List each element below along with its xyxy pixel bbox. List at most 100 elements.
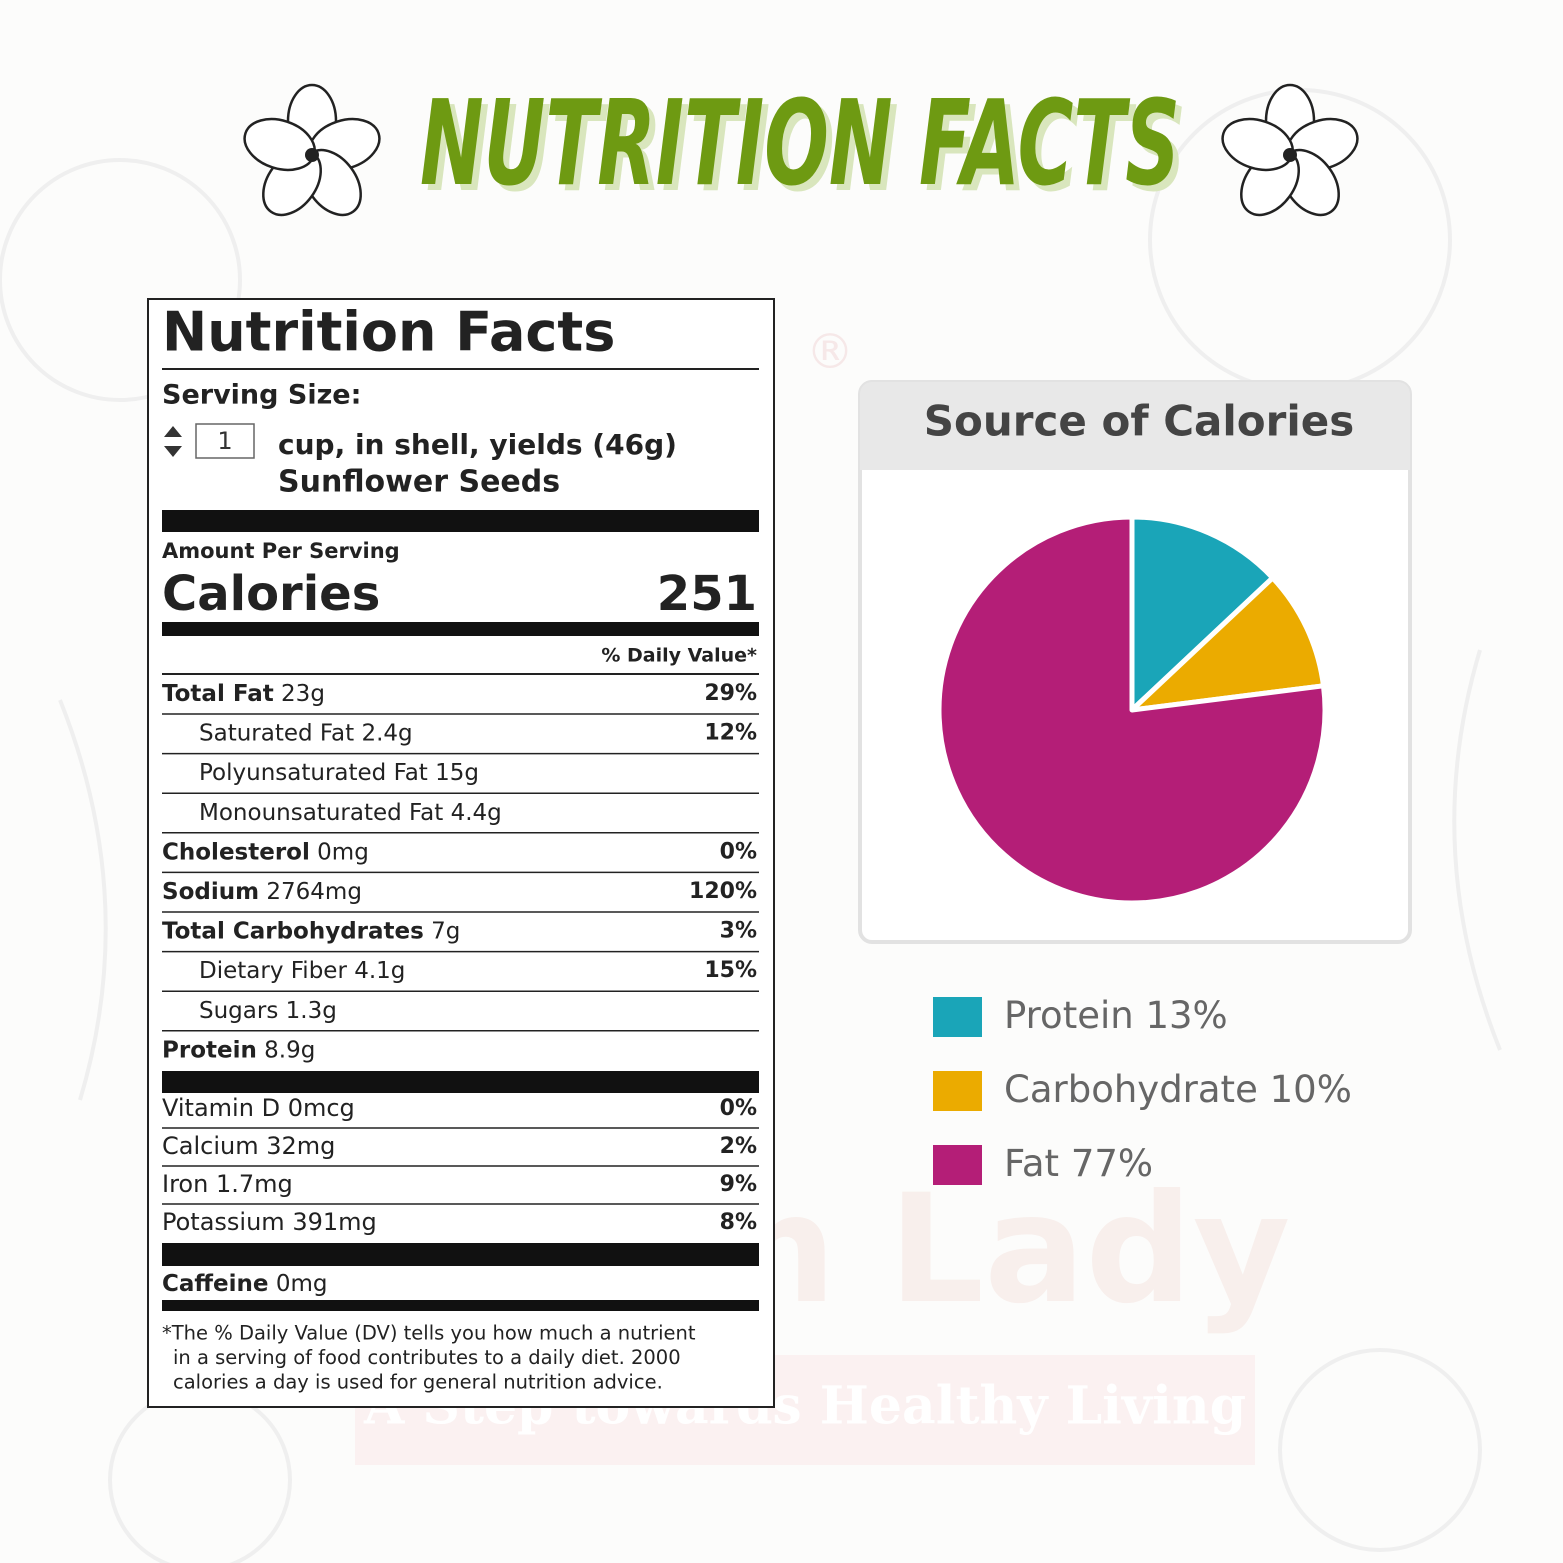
nutrient-amount: 2.4g bbox=[361, 720, 412, 746]
legend-value: 13% bbox=[1145, 994, 1227, 1037]
nutrient-amount: 15g bbox=[435, 760, 479, 786]
serving-quantity[interactable]: 1 bbox=[217, 427, 232, 455]
legend-category: Fat bbox=[1004, 1142, 1059, 1185]
legend-value: 10% bbox=[1270, 1068, 1352, 1111]
nutrient-row: Sodium 2764mg bbox=[162, 879, 362, 905]
daily-value: 0% bbox=[720, 1096, 757, 1121]
nutrient-row: Saturated Fat 2.4g bbox=[199, 720, 413, 746]
daily-value: 3% bbox=[720, 919, 757, 944]
nutrient-row: Sugars 1.3g bbox=[199, 997, 337, 1023]
nutrient-amount: 23g bbox=[281, 681, 325, 707]
legend-swatch bbox=[933, 997, 982, 1037]
nutrient-name: Vitamin D bbox=[162, 1094, 280, 1122]
calories-label: Calories bbox=[162, 566, 380, 622]
nutrient-row: Monounsaturated Fat 4.4g bbox=[199, 799, 502, 825]
daily-value-header: % Daily Value* bbox=[601, 645, 757, 667]
nutrient-amount: 2764mg bbox=[266, 879, 362, 905]
nutrient-row: Protein 8.9g bbox=[162, 1037, 315, 1063]
label-box bbox=[147, 298, 775, 1408]
nutrient-amount: 1.3g bbox=[286, 997, 337, 1023]
nutrient-amount: 7g bbox=[431, 918, 460, 944]
nutrient-name: Total Carbohydrates bbox=[162, 918, 424, 944]
nutrient-amount: 0mcg bbox=[288, 1094, 355, 1122]
nutrient-amount: 4.4g bbox=[451, 799, 502, 825]
nutrient-row: Potassium 391mg bbox=[162, 1208, 377, 1236]
thick-bar bbox=[162, 622, 759, 636]
daily-value: 15% bbox=[704, 958, 757, 983]
nutrient-name: Protein bbox=[162, 1037, 257, 1063]
label-title: Nutrition Facts bbox=[162, 301, 615, 364]
stepper-arrows[interactable] bbox=[164, 426, 182, 457]
calories-value: 251 bbox=[657, 566, 757, 622]
amount-per-serving: Amount Per Serving bbox=[162, 539, 400, 563]
nutrient-name: Sodium bbox=[162, 879, 259, 905]
serving-size-label: Serving Size: bbox=[162, 380, 361, 411]
thick-bar bbox=[162, 1243, 759, 1266]
nutrient-row: Polyunsaturated Fat 15g bbox=[199, 760, 479, 786]
nutrient-row: Caffeine 0mg bbox=[162, 1271, 327, 1297]
watermark-brand: n Lady bbox=[730, 1163, 1291, 1337]
nutrition-label: Nutrition Facts Serving Size: 1 cup, in … bbox=[162, 301, 759, 1394]
flowers bbox=[243, 83, 1359, 217]
footnote: *The % Daily Value (DV) tells you how mu… bbox=[162, 1322, 696, 1345]
thick-bar bbox=[162, 1071, 759, 1093]
nutrient-name: Dietary Fiber bbox=[199, 958, 347, 984]
pie-slice bbox=[1129, 575, 1326, 713]
nutrient-name: Polyunsaturated Fat bbox=[199, 760, 428, 786]
legend-category: Protein bbox=[1004, 994, 1134, 1037]
pie-slice bbox=[936, 514, 1328, 906]
daily-value: 12% bbox=[704, 721, 757, 746]
flower-center bbox=[1283, 148, 1297, 162]
legend-label: Fat 77% bbox=[1004, 1142, 1153, 1185]
nutrient-row: Dietary Fiber 4.1g bbox=[199, 958, 405, 984]
nutrient-row: Cholesterol 0mg bbox=[162, 839, 369, 865]
legend-swatch bbox=[933, 1071, 982, 1111]
nutrient-name: Total Fat bbox=[162, 681, 274, 707]
nutrient-row: Iron 1.7mg bbox=[162, 1170, 293, 1198]
nutrient-amount: 0mg bbox=[276, 1271, 328, 1297]
nutrient-amount: 32mg bbox=[266, 1132, 335, 1160]
legend-value: 77% bbox=[1071, 1142, 1153, 1185]
title-shadow: NUTRITION FACTS bbox=[426, 80, 1186, 218]
nutrient-amount: 0mg bbox=[317, 839, 369, 865]
daily-value: 120% bbox=[689, 879, 757, 904]
pie-slice bbox=[1129, 514, 1276, 713]
nutrient-row: Total Carbohydrates 7g bbox=[162, 918, 460, 944]
nutrient-name: Caffeine bbox=[162, 1271, 269, 1297]
footnote: in a serving of food contributes to a da… bbox=[173, 1346, 681, 1369]
watermark-mark: ® bbox=[806, 324, 854, 380]
daily-value: 0% bbox=[720, 839, 757, 864]
thick-bar bbox=[162, 1300, 759, 1311]
nutrient-name: Calcium bbox=[162, 1132, 259, 1160]
serving-input[interactable] bbox=[195, 423, 255, 459]
nutrient-name: Monounsaturated Fat bbox=[199, 799, 443, 825]
legend-swatch bbox=[933, 1145, 982, 1185]
nutrient-name: Iron bbox=[162, 1170, 208, 1198]
nutrient-name: Saturated Fat bbox=[199, 720, 354, 746]
nutrient-row: Calcium 32mg bbox=[162, 1132, 335, 1160]
nutrient-name: Sugars bbox=[199, 997, 278, 1023]
nutrient-name: Cholesterol bbox=[162, 839, 310, 865]
legend-label: Protein 13% bbox=[1004, 994, 1228, 1037]
legend-category: Carbohydrate bbox=[1004, 1068, 1258, 1111]
page-title: NUTRITION FACTS bbox=[420, 74, 1180, 212]
food-name: Sunflower Seeds bbox=[278, 465, 560, 500]
daily-value: 29% bbox=[704, 681, 757, 706]
nutrient-amount: 1.7mg bbox=[216, 1170, 293, 1198]
nutrient-row: Total Fat 23g bbox=[162, 681, 325, 707]
nutrient-row: Vitamin D 0mcg bbox=[162, 1094, 355, 1122]
nutrient-name: Potassium bbox=[162, 1208, 285, 1236]
nutrient-amount: 8.9g bbox=[264, 1037, 315, 1063]
serving-unit: cup, in shell, yields (46g) bbox=[278, 428, 677, 461]
daily-value: 8% bbox=[720, 1210, 757, 1235]
nutrient-amount: 391mg bbox=[292, 1208, 376, 1236]
chart-header bbox=[860, 382, 1410, 470]
flower-center bbox=[305, 148, 319, 162]
daily-value: 9% bbox=[720, 1172, 757, 1197]
chart-title: Source of Calories bbox=[924, 397, 1354, 446]
footnote: calories a day is used for general nutri… bbox=[173, 1371, 663, 1394]
legend-label: Carbohydrate 10% bbox=[1004, 1068, 1352, 1111]
nutrient-amount: 4.1g bbox=[354, 958, 405, 984]
thick-bar bbox=[162, 510, 759, 532]
